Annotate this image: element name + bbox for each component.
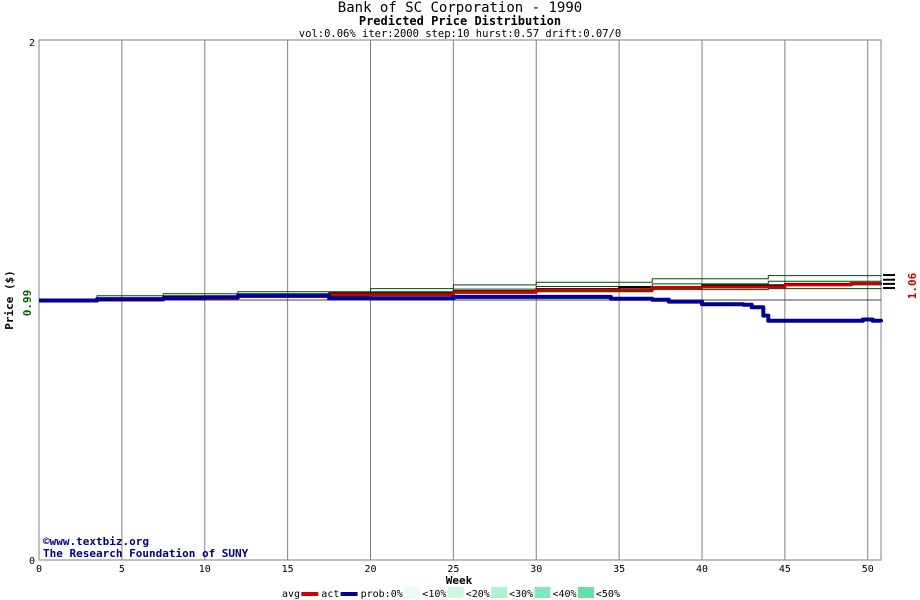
x-tick-label: 5 (119, 564, 125, 575)
legend-swatch (404, 587, 421, 598)
legend-swatch (447, 587, 464, 598)
legend: avg act prob:0% <10% <20% <30% <40% <50% (282, 587, 620, 600)
y-right-actual-label: 1.06 (906, 272, 919, 299)
y-tick-label: 2 (29, 38, 35, 49)
tick-labels: 0 5 10 15 20 25 30 35 40 45 50 0 2 (29, 38, 874, 575)
legend-swatch (577, 587, 594, 598)
legend-label: <10% (422, 589, 446, 600)
credit-website: ©www.textbiz.org (43, 535, 149, 548)
legend-label: avg (282, 589, 300, 600)
legend-swatch (491, 587, 508, 598)
series-lines (39, 281, 883, 323)
x-tick-label: 10 (199, 564, 211, 575)
chart-title: Bank of SC Corporation - 1990 (338, 0, 582, 16)
series-line-prob0 (39, 293, 883, 323)
legend-label: <30% (509, 589, 533, 600)
x-axis-label: Week (446, 574, 473, 587)
chart-subtitle: Predicted Price Distribution (359, 14, 561, 28)
legend-swatch (340, 592, 358, 596)
legend-swatch (301, 592, 319, 596)
chart-params: vol:0.06% iter:2000 step:10 hurst:0.57 d… (299, 28, 621, 40)
x-tick-label: 45 (779, 564, 791, 575)
y-left-current-label: 0.99 (21, 290, 34, 317)
x-tick-label: 30 (530, 564, 542, 575)
x-tick-label: 50 (862, 564, 874, 575)
legend-swatch (534, 587, 551, 598)
legend-label: prob:0% (361, 589, 403, 600)
legend-label: <20% (466, 589, 490, 600)
legend-label: act (321, 589, 339, 600)
y-axis-label: Price ($) (3, 270, 16, 330)
x-tick-label: 40 (696, 564, 708, 575)
x-tick-label: 0 (36, 564, 42, 575)
legend-label: <40% (553, 589, 577, 600)
legend-label: <50% (596, 589, 620, 600)
x-tick-label: 20 (364, 564, 376, 575)
x-tick-label: 25 (447, 564, 459, 575)
x-tick-label: 15 (282, 564, 294, 575)
credit-foundation: The Research Foundation of SUNY (43, 547, 249, 560)
y-tick-label: 0 (29, 556, 35, 567)
x-tick-label: 35 (613, 564, 625, 575)
